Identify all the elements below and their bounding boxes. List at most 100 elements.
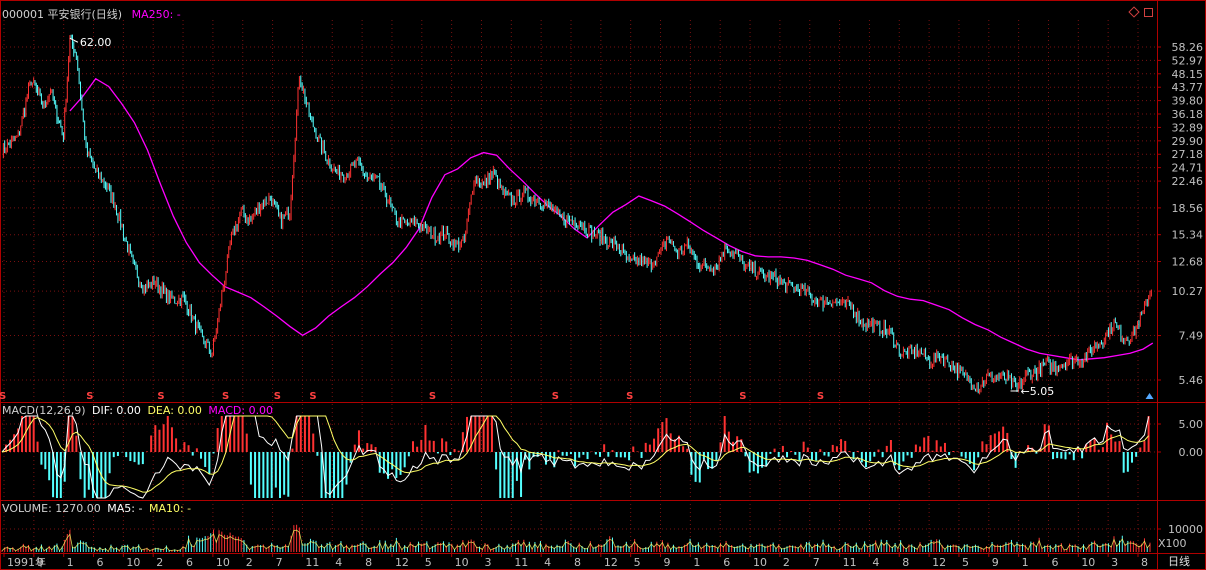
y-tick-label: 24.71 [1172, 162, 1204, 175]
x-tick-label: 10 [216, 556, 230, 569]
macd-legend: MACD: 0.00 [208, 404, 274, 417]
dividend-s-icon: S [429, 391, 436, 402]
x-tick-label: 8 [902, 556, 909, 569]
y-tick-label: 27.18 [1172, 148, 1204, 161]
x-tick-label: 4 [872, 556, 879, 569]
macd-header: MACD(12,26,9) DIF: 0.00 DEA: 0.00 MACD: … [2, 404, 273, 417]
x-tick-label: 7 [276, 556, 283, 569]
x-tick-label: 11 [305, 556, 319, 569]
dividend-s-icon: S [309, 391, 316, 402]
ma250-line [69, 77, 1154, 361]
x-tick-label: 2 [246, 556, 253, 569]
x-tick-label: 5 [634, 556, 641, 569]
annotation-label: 62.00 [80, 36, 112, 49]
maximize-square-icon[interactable] [1144, 8, 1153, 17]
dividend-s-icon: S [739, 391, 746, 402]
y-tick-label: 18.56 [1172, 202, 1204, 215]
y-tick-label: 48.15 [1172, 68, 1204, 81]
x-tick-label: 6 [723, 556, 730, 569]
ma250-path [69, 77, 1154, 361]
dividend-s-icon: S [157, 391, 164, 402]
dividend-s-icon: S [86, 391, 93, 402]
x-tick-label: 1 [1022, 556, 1029, 569]
volume-series [1, 524, 1151, 553]
x-tick-label: 2 [156, 556, 163, 569]
annotations: 62.00 ←5.05 [69, 36, 1055, 398]
y-tick-label: 5.00 [1179, 418, 1204, 431]
dea-line [1, 415, 1149, 493]
volume-ma-line [1, 529, 1151, 553]
x-tick-label: 10 [753, 556, 767, 569]
y-tick-label: 29.90 [1172, 135, 1204, 148]
volume-unit: X100 [1158, 537, 1187, 550]
x-tick-label: 9 [664, 556, 671, 569]
y-tick-label: 58.26 [1172, 41, 1204, 54]
stock-code: 000001 [2, 8, 44, 21]
x-tick-label: 4 [335, 556, 342, 569]
x-tick-label: 11 [843, 556, 857, 569]
y-tick-label: 10.27 [1172, 285, 1204, 298]
ma250-legend: MA250: - [131, 8, 181, 21]
stock-name: 平安银行(日线) [47, 8, 123, 21]
x-tick-label: 5 [962, 556, 969, 569]
x-tick-label: 1 [693, 556, 700, 569]
volume-legend: VOLUME: 1270.00 [2, 502, 101, 515]
x-tick-label: 8 [1141, 556, 1148, 569]
dividend-s-icon: S [274, 391, 281, 402]
x-tick-label: 10 [455, 556, 469, 569]
y-tick-label: 43.77 [1172, 81, 1204, 94]
x-tick-label: 1 [67, 556, 74, 569]
y-tick-label: 52.97 [1172, 54, 1204, 67]
x-tick-label: 12 [604, 556, 618, 569]
ma5-legend: MA5: - [107, 502, 143, 515]
annotation-label: ←5.05 [1021, 385, 1055, 398]
macd-params: MACD(12,26,9) [2, 404, 86, 417]
y-tick-label: 10000 [1168, 523, 1203, 536]
dividend-s-icon: S [0, 391, 6, 402]
dea-legend: DEA: 0.00 [147, 404, 202, 417]
dividend-s-icon: S [817, 391, 824, 402]
x-tick-label: 6 [1051, 556, 1058, 569]
dividend-s-icon: S [222, 391, 229, 402]
y-tick-label: 7.49 [1179, 330, 1204, 343]
x-tick-label: 1991年 [7, 555, 46, 569]
x-tick-label: 10 [126, 556, 140, 569]
ma10-legend: MA10: - [148, 502, 192, 515]
dividend-s-icon: S [552, 391, 559, 402]
x-tick-label: 10 [1081, 556, 1095, 569]
macd-series [1, 415, 1150, 499]
x-tick-label: 8 [365, 556, 372, 569]
x-tick-label: 7 [813, 556, 820, 569]
volume-header: VOLUME: 1270.00 MA5: - MA10: - [2, 502, 191, 515]
annotation-leader [69, 37, 79, 43]
price-series [2, 34, 1152, 395]
y-tick-label: 15.34 [1172, 229, 1204, 242]
y-tick-label: 22.46 [1172, 175, 1204, 188]
dif-legend: DIF: 0.00 [92, 404, 141, 417]
y-tick-label: 39.80 [1172, 95, 1204, 108]
triangle-up-icon [1145, 393, 1154, 399]
x-tick-label: 12 [395, 556, 409, 569]
dividend-s-icon: S [626, 391, 633, 402]
x-tick-label: 3 [1111, 556, 1118, 569]
y-axis-ticks: 5.46 7.49 10.27 12.68 15.34 18.56 22.4624.7127… [1157, 41, 1203, 536]
x-tick-label: 6 [97, 556, 104, 569]
period-label[interactable]: 日线 [1168, 555, 1190, 568]
x-tick-label: 3 [484, 556, 491, 569]
x-tick-label: 5 [425, 556, 432, 569]
y-tick-label: 36.18 [1172, 108, 1204, 121]
y-tick-label: 32.89 [1172, 121, 1204, 134]
price-header: 000001 平安银行(日线) MA250: - [2, 6, 181, 22]
x-tick-label: 9 [992, 556, 999, 569]
y-tick-label: 5.46 [1179, 374, 1204, 387]
x-tick-label: 11 [514, 556, 528, 569]
x-tick-label: 4 [544, 556, 551, 569]
x-tick-label: 6 [186, 556, 193, 569]
y-tick-label: 12.68 [1172, 255, 1204, 268]
